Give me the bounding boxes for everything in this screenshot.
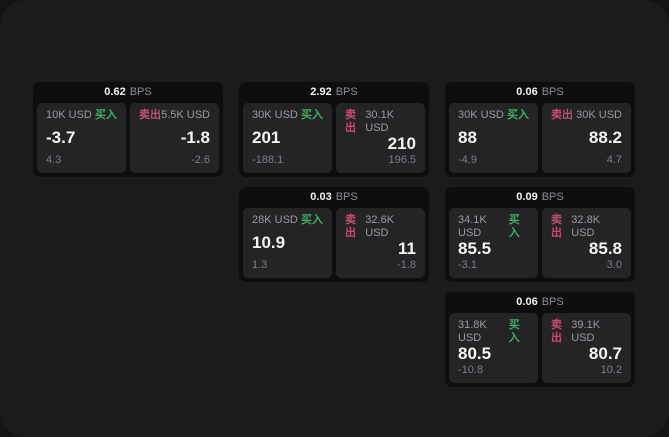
sell-price: -1.8: [180, 127, 210, 147]
buy-panel[interactable]: 34.1K USD 买入 85.5 -3.1: [449, 208, 538, 278]
price-tile: 0.06 BPS 30K USD 买入 88 -4.9 卖出 30K USD 8…: [445, 82, 635, 177]
buy-change: -188.1: [252, 154, 284, 166]
buy-price: 85.5: [458, 239, 492, 258]
sell-notional: 39.1K USD: [571, 319, 601, 344]
price-tile: 0.06 BPS 31.8K USD 买入 80.5 -10.8 卖出 39.1…: [445, 292, 635, 387]
sell-notional: 32.6K USD: [365, 214, 395, 239]
sell-panel[interactable]: 卖出 32.8K USD 85.8 3.0: [542, 208, 631, 278]
bps-header: 0.62 BPS: [37, 82, 219, 103]
bps-unit-label: BPS: [335, 86, 358, 98]
sell-side-label: 卖出: [551, 214, 562, 239]
sell-change: 196.5: [388, 154, 416, 166]
buy-side-label: 买入: [95, 109, 117, 121]
sell-panel[interactable]: 卖出 39.1K USD 80.7 10.2: [542, 313, 631, 383]
buy-notional: 34.1K USD: [458, 214, 487, 239]
bps-unit-label: BPS: [129, 86, 152, 98]
sell-side-label: 卖出: [345, 109, 356, 134]
price-tile: 2.92 BPS 30K USD 买入 201 -188.1 卖出 30.1K …: [239, 82, 429, 177]
price-tile: 0.62 BPS 10K USD 买入 -3.7 4.3 卖出 5.5K USD…: [33, 82, 223, 177]
sell-notional: 30.1K USD: [365, 109, 395, 134]
buy-side-label: 买入: [301, 214, 323, 226]
buy-panel[interactable]: 10K USD 买入 -3.7 4.3: [37, 103, 126, 173]
sell-price: 85.8: [588, 239, 622, 258]
buy-panel[interactable]: 30K USD 买入 88 -4.9: [449, 103, 538, 173]
buy-price: 10.9: [252, 232, 286, 252]
buy-notional: 30K USD: [252, 109, 298, 121]
sell-side-label: 卖出: [551, 319, 562, 344]
bps-header: 0.03 BPS: [243, 187, 425, 208]
sell-panel[interactable]: 卖出 5.5K USD -1.8 -2.6: [130, 103, 219, 173]
bps-unit-label: BPS: [541, 86, 564, 98]
buy-panel[interactable]: 31.8K USD 买入 80.5 -10.8: [449, 313, 538, 383]
buy-price: -3.7: [46, 127, 76, 147]
price-tile: 0.09 BPS 34.1K USD 买入 85.5 -3.1 卖出 32.8K…: [445, 187, 635, 282]
buy-notional: 10K USD: [46, 109, 92, 121]
bps-header: 0.06 BPS: [449, 292, 631, 313]
buy-price: 201: [252, 127, 281, 147]
buy-notional: 31.8K USD: [458, 319, 487, 344]
sell-side-label: 卖出: [139, 109, 161, 121]
sell-change: 4.7: [606, 154, 622, 166]
buy-side-label: 买入: [301, 109, 323, 121]
buy-notional: 28K USD: [252, 214, 298, 226]
sell-change: -2.6: [191, 154, 210, 166]
sell-change: 3.0: [606, 259, 622, 271]
buy-side-label: 买入: [507, 109, 529, 121]
bps-unit-label: BPS: [541, 296, 564, 308]
bps-value: 0.03: [310, 191, 332, 203]
buy-notional: 30K USD: [458, 109, 504, 121]
buy-price: 88: [458, 127, 477, 147]
buy-side-label: 买入: [508, 214, 520, 239]
buy-change: 1.3: [252, 259, 268, 271]
sell-side-label: 卖出: [551, 109, 573, 121]
buy-change: -10.8: [458, 364, 484, 376]
buy-side-label: 买入: [508, 319, 520, 344]
sell-panel[interactable]: 卖出 32.6K USD 11 -1.8: [336, 208, 425, 278]
sell-price: 80.7: [588, 344, 622, 363]
bps-value: 0.06: [516, 296, 538, 308]
buy-price: 80.5: [458, 344, 492, 363]
price-tile: 0.03 BPS 28K USD 买入 10.9 1.3 卖出 32.6K US…: [239, 187, 429, 282]
sell-side-label: 卖出: [345, 214, 356, 239]
sell-notional: 5.5K USD: [161, 109, 210, 121]
bps-header: 0.09 BPS: [449, 187, 631, 208]
sell-notional: 32.8K USD: [571, 214, 601, 239]
bps-unit-label: BPS: [335, 191, 358, 203]
sell-change: 10.2: [600, 364, 622, 376]
bps-value: 2.92: [310, 86, 332, 98]
buy-panel[interactable]: 30K USD 买入 201 -188.1: [243, 103, 332, 173]
buy-change: -4.9: [458, 154, 477, 166]
bps-unit-label: BPS: [541, 191, 564, 203]
sell-notional: 30K USD: [576, 109, 622, 121]
sell-price: 210: [387, 134, 416, 153]
bps-value: 0.09: [516, 191, 538, 203]
buy-change: 4.3: [46, 154, 62, 166]
price-tile-grid: 0.62 BPS 10K USD 买入 -3.7 4.3 卖出 5.5K USD…: [33, 82, 635, 387]
sell-price: 88.2: [588, 127, 622, 147]
bps-value: 0.62: [104, 86, 126, 98]
buy-change: -3.1: [458, 259, 477, 271]
sell-panel[interactable]: 卖出 30K USD 88.2 4.7: [542, 103, 631, 173]
bps-value: 0.06: [516, 86, 538, 98]
buy-panel[interactable]: 28K USD 买入 10.9 1.3: [243, 208, 332, 278]
sell-change: -1.8: [397, 259, 416, 271]
bps-header: 0.06 BPS: [449, 82, 631, 103]
sell-price: 11: [398, 239, 416, 258]
sell-panel[interactable]: 卖出 30.1K USD 210 196.5: [336, 103, 425, 173]
bps-header: 2.92 BPS: [243, 82, 425, 103]
